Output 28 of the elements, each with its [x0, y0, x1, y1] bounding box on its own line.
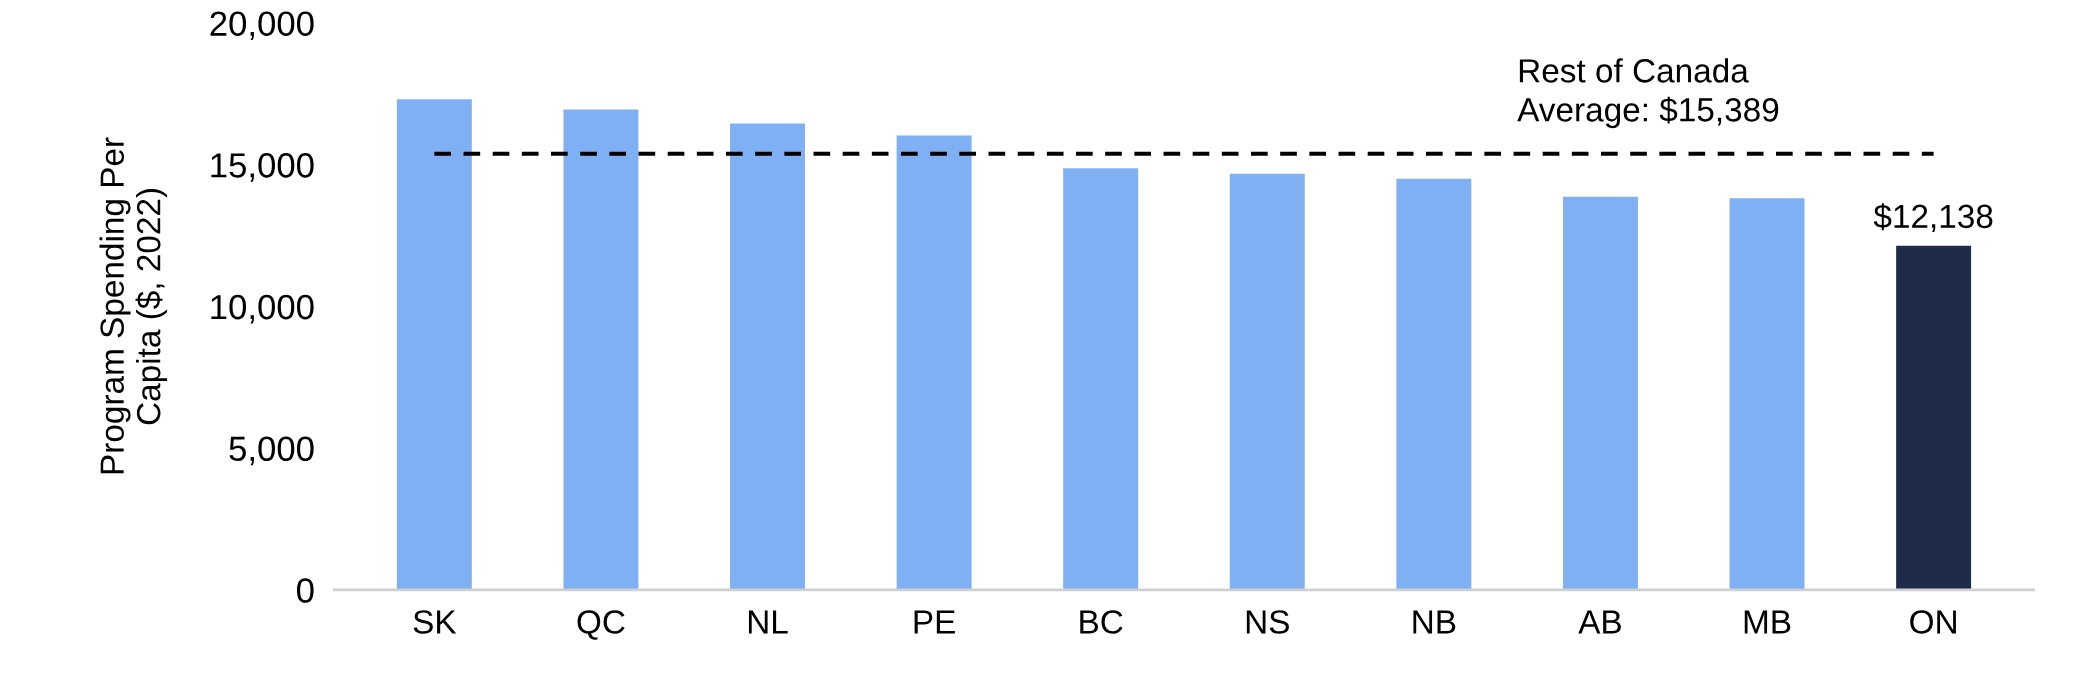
x-tick-label: AB: [1578, 610, 1621, 634]
bar: [1229, 173, 1305, 590]
bar: [1729, 198, 1805, 590]
x-tick-label: MB: [1744, 610, 1791, 634]
bar: [1063, 168, 1139, 590]
y-axis-title: Program Spending Per Capita ($, 2022): [99, 137, 168, 474]
x-tick-label: SK: [413, 610, 457, 634]
x-tick-label: BC: [1080, 610, 1123, 634]
ref-line-label: Rest of Canada Average: $15,389: [1517, 58, 1779, 129]
x-tick-label: NS: [1246, 610, 1289, 634]
x-tick-label: NB: [1413, 610, 1456, 634]
bar: [1396, 178, 1472, 590]
y-tick-label: 15,000: [211, 153, 314, 182]
bar: [896, 135, 972, 590]
bar: [563, 109, 639, 590]
bar: [396, 99, 472, 590]
y-tick-label: 5,000: [229, 436, 314, 466]
x-tick-label: NL: [748, 610, 788, 634]
y-tick-label: 20,000: [210, 11, 314, 41]
x-tick-label: PE: [914, 610, 955, 634]
bar: [1562, 196, 1638, 590]
x-tick-label: ON: [1910, 610, 1956, 634]
data-label: $12,138: [1873, 203, 1993, 233]
y-tick-label: 10,000: [211, 294, 314, 324]
bar: [730, 123, 805, 590]
x-tick-label: QC: [577, 610, 625, 640]
bar: [1896, 245, 1972, 590]
y-tick-label: 0: [297, 578, 314, 603]
